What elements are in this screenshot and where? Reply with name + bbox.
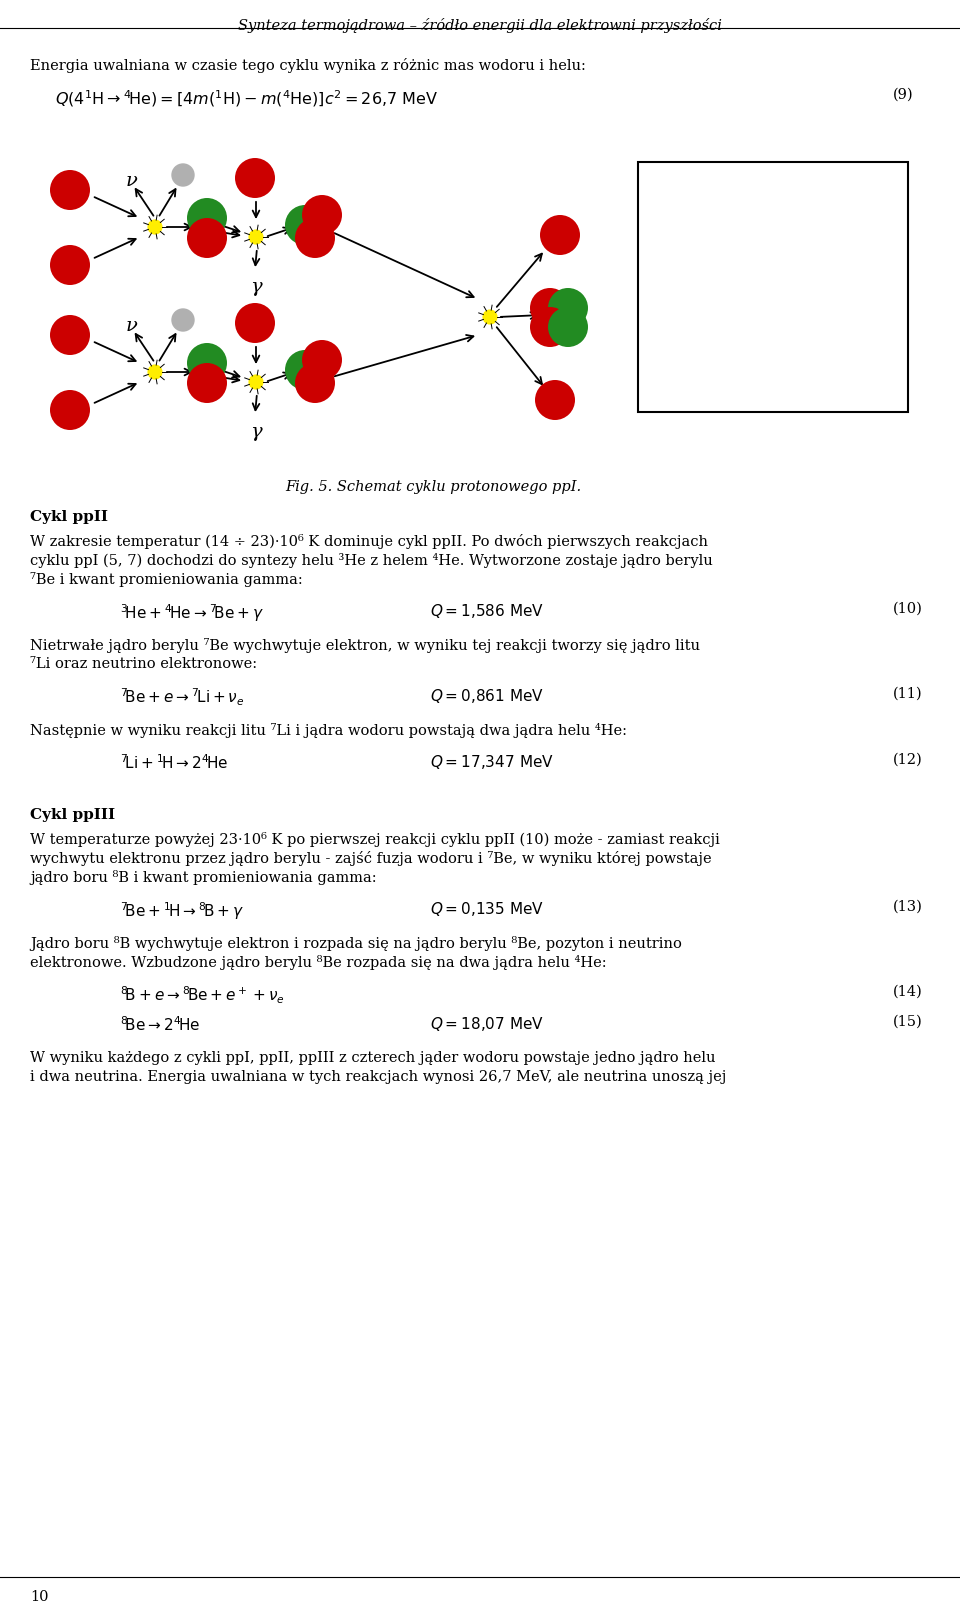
Circle shape [530,307,570,348]
Circle shape [646,171,686,211]
Text: ν: ν [126,317,138,335]
Circle shape [535,380,575,420]
Circle shape [548,288,588,328]
Circle shape [295,364,335,402]
Text: Synteza termojądrowa – źródło energii dla elektrowni przyszłości: Synteza termojądrowa – źródło energii dl… [238,18,722,34]
Text: (12): (12) [893,753,923,767]
Circle shape [249,230,263,245]
Text: wychwytu elektronu przez jądro berylu - zajść fuzja wodoru i ⁷Be, w wyniku które: wychwytu elektronu przez jądro berylu - … [30,851,711,866]
Circle shape [483,311,497,323]
Circle shape [50,389,90,430]
Text: γ: γ [250,423,262,441]
Text: (9): (9) [893,88,914,101]
Text: Energia uwalniana w czasie tego cyklu wynika z różnic mas wodoru i helu:: Energia uwalniana w czasie tego cyklu wy… [30,58,586,72]
Text: Cykl ppIII: Cykl ppIII [30,808,115,822]
Text: (11): (11) [893,687,923,702]
Text: (10): (10) [893,602,923,616]
Text: Fig. 5. Schemat cyklu protonowego ppI.: Fig. 5. Schemat cyklu protonowego ppI. [285,479,581,494]
Text: gamma: gamma [696,335,751,348]
Circle shape [295,217,335,257]
Circle shape [148,220,162,233]
Text: Nietrwałe jądro berylu ⁷Be wychwytuje elektron, w wyniku tej reakcji tworzy się : Nietrwałe jądro berylu ⁷Be wychwytuje el… [30,639,700,653]
Circle shape [187,364,227,402]
Circle shape [302,195,342,235]
Circle shape [285,204,325,245]
Text: ${}^3\!\mathrm{He} + {}^4\!\mathrm{He} \rightarrow {}^7\!\mathrm{Be} + \gamma$: ${}^3\!\mathrm{He} + {}^4\!\mathrm{He} \… [120,602,264,624]
Text: ${}^7\!\mathrm{Be} + {}^1\!\mathrm{H} \rightarrow {}^8\!\mathrm{B} + \gamma$: ${}^7\!\mathrm{Be} + {}^1\!\mathrm{H} \r… [120,899,245,922]
Text: ${}^8\!\mathrm{B} + e \rightarrow {}^8\!\mathrm{Be} + e^+ + \nu_e$: ${}^8\!\mathrm{B} + e \rightarrow {}^8\!… [120,985,285,1006]
Circle shape [235,302,275,343]
Text: proton: proton [696,182,745,196]
Text: $Q(4^1\mathrm{H} \rightarrow {}^4\!\mathrm{He}) = [4m(^1\mathrm{H}) - m(^4\mathr: $Q(4^1\mathrm{H} \rightarrow {}^4\!\math… [55,88,438,109]
Text: neutron: neutron [696,233,755,248]
Text: (15): (15) [893,1015,923,1030]
Text: Następnie w wyniku reakcji litu ⁷Li i jądra wodoru powstają dwa jądra helu ⁴He:: Następnie w wyniku reakcji litu ⁷Li i ją… [30,722,627,739]
Text: ν: ν [654,370,666,388]
Circle shape [148,365,162,380]
Text: $Q = 1{,}586\ \mathrm{MeV}$: $Q = 1{,}586\ \mathrm{MeV}$ [430,602,544,619]
Text: neutrino: neutrino [696,370,759,385]
Circle shape [235,158,275,198]
Text: W temperaturze powyżej 23·10⁶ K po pierwszej reakcji cyklu ppII (10) może - zami: W temperaturze powyżej 23·10⁶ K po pierw… [30,832,720,846]
FancyBboxPatch shape [638,163,908,412]
Circle shape [655,283,677,306]
Circle shape [187,343,227,383]
Text: cyklu ppI (5, 7) dochodzi do syntezy helu ³He z helem ⁴He. Wytworzone zostaje ją: cyklu ppI (5, 7) dochodzi do syntezy hel… [30,553,712,568]
Text: ${}^7\!\mathrm{Be} + e \rightarrow {}^7\!\mathrm{Li} + \nu_e$: ${}^7\!\mathrm{Be} + e \rightarrow {}^7\… [120,687,245,708]
Circle shape [50,315,90,356]
Text: 10: 10 [30,1590,49,1604]
Circle shape [302,339,342,380]
Circle shape [50,245,90,285]
Circle shape [548,307,588,348]
Circle shape [530,288,570,328]
Text: i dwa neutrina. Energia uwalniana w tych reakcjach wynosi 26,7 MeV, ale neutrina: i dwa neutrina. Energia uwalniana w tych… [30,1070,727,1084]
Text: $Q = 0{,}861\ \mathrm{MeV}$: $Q = 0{,}861\ \mathrm{MeV}$ [430,687,544,705]
Text: ${}^8\!\mathrm{Be} \rightarrow 2{}^4\!\mathrm{He}$: ${}^8\!\mathrm{Be} \rightarrow 2{}^4\!\m… [120,1015,201,1033]
Text: jądro boru ⁸B i kwant promieniowania gamma:: jądro boru ⁸B i kwant promieniowania gam… [30,870,376,885]
Text: ${}^7\!\mathrm{Li} + {}^1\!\mathrm{H} \rightarrow 2{}^4\!\mathrm{He}$: ${}^7\!\mathrm{Li} + {}^1\!\mathrm{H} \r… [120,753,228,772]
Circle shape [172,309,194,331]
Text: ⁷Be i kwant promieniowania gamma:: ⁷Be i kwant promieniowania gamma: [30,573,302,587]
Text: W zakresie temperatur (14 ÷ 23)·10⁶ K dominuje cykl ppII. Po dwóch pierwszych re: W zakresie temperatur (14 ÷ 23)·10⁶ K do… [30,534,708,549]
Text: $Q = 17{,}347\ \mathrm{MeV}$: $Q = 17{,}347\ \mathrm{MeV}$ [430,753,554,771]
Text: elektronowe. Wzbudzone jądro berylu ⁸Be rozpada się na dwa jądra helu ⁴He:: elektronowe. Wzbudzone jądro berylu ⁸Be … [30,956,607,970]
Text: (13): (13) [893,899,923,914]
Text: ⁷Li oraz neutrino elektronowe:: ⁷Li oraz neutrino elektronowe: [30,656,257,671]
Circle shape [285,351,325,389]
Text: W wyniku każdego z cykli ppI, ppII, ppIII z czterech jąder wodoru powstaje jedno: W wyniku każdego z cykli ppI, ppII, ppII… [30,1051,715,1065]
Circle shape [249,375,263,389]
Circle shape [540,216,580,254]
Circle shape [646,222,686,262]
Circle shape [187,198,227,238]
Circle shape [50,171,90,211]
Text: (14): (14) [893,985,923,999]
Circle shape [187,217,227,257]
Text: pozyton: pozyton [696,286,755,301]
Text: ν: ν [126,172,138,190]
Text: γ: γ [654,335,665,352]
Text: γ: γ [250,278,262,296]
Circle shape [172,164,194,187]
Text: Jądro boru ⁸B wychwytuje elektron i rozpada się na jądro berylu ⁸Be, pozyton i n: Jądro boru ⁸B wychwytuje elektron i rozp… [30,936,682,951]
Text: $Q = 18{,}07\ \mathrm{MeV}$: $Q = 18{,}07\ \mathrm{MeV}$ [430,1015,544,1033]
Text: Cykl ppII: Cykl ppII [30,510,108,525]
Text: $Q = 0{,}135\ \mathrm{MeV}$: $Q = 0{,}135\ \mathrm{MeV}$ [430,899,544,919]
